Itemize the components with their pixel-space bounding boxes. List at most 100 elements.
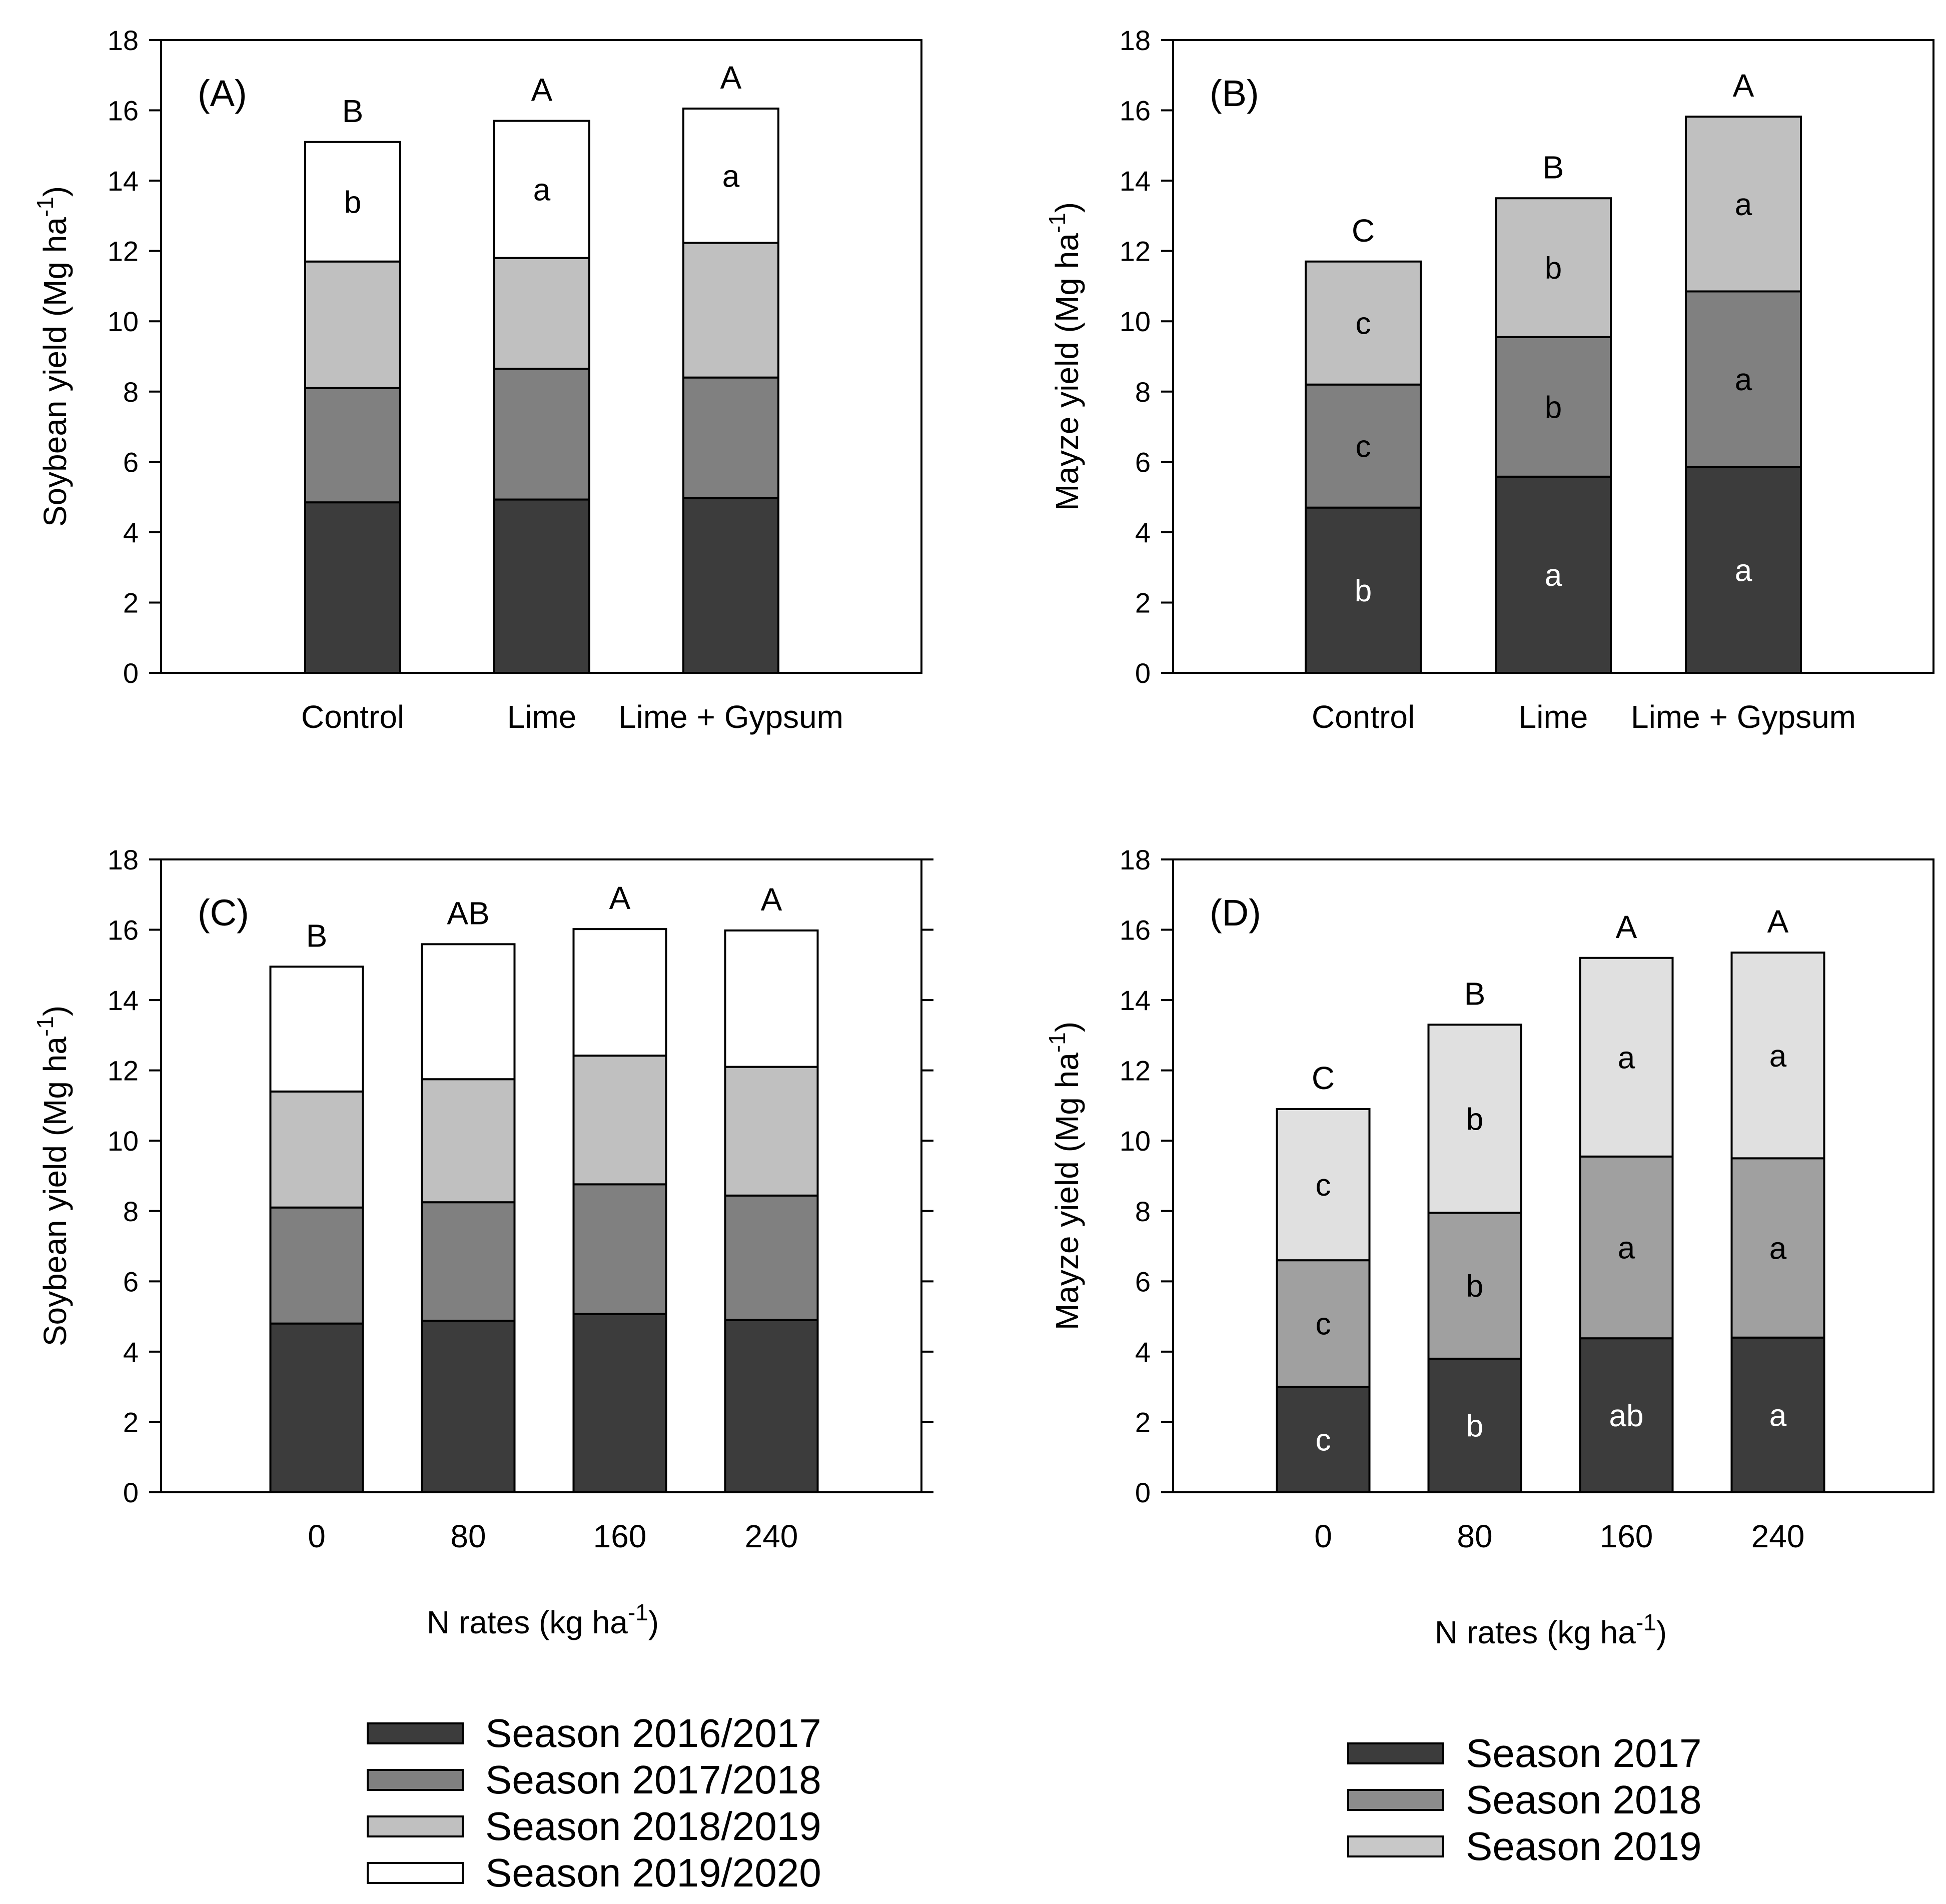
- y-tick-label: 6: [123, 1266, 139, 1297]
- chart-panels: 0 2 4 6 8 10 12 14 16 18 Soybean yield (Mg ha-1) (A…: [32, 25, 1934, 1650]
- bar-segment-0-s3: [269, 1090, 364, 1209]
- bar-segment-240-s1: [1730, 1336, 1825, 1494]
- segment-significance-label: a: [1735, 188, 1752, 222]
- panel-label: (A): [198, 73, 247, 114]
- segment-significance-label: c: [1356, 307, 1371, 341]
- y-axis-title: Mayze yield (Mg ha-1): [1044, 1022, 1085, 1330]
- y-tick-label: 0: [123, 1477, 139, 1508]
- legend-label-soybean-4: Season 2019/2020: [485, 1850, 821, 1895]
- total-significance-label: A: [531, 72, 553, 108]
- segment-significance-label: c: [1316, 1307, 1331, 1342]
- y-tick-label: 6: [1135, 1266, 1151, 1297]
- bar-segment-control-s3: [1305, 260, 1422, 386]
- y-tick-label: 18: [1120, 25, 1151, 56]
- bar-segment-control-s2: [304, 387, 401, 504]
- bar-segment-160-s2: [1579, 1155, 1674, 1340]
- total-significance-label: B: [1464, 976, 1486, 1012]
- legend-swatch-soybean-3: [367, 1815, 464, 1837]
- bar-segment-control-s3: [304, 260, 401, 389]
- x-category-label: 80: [1457, 1518, 1492, 1554]
- y-tick-label: 18: [108, 25, 139, 56]
- legend-label-maize-3: Season 2019: [1466, 1824, 1702, 1868]
- bar-segment-lime-gypsum-s1: [682, 497, 779, 674]
- total-significance-label: C: [1352, 213, 1375, 249]
- bar-segment-240-s4: [724, 929, 819, 1068]
- y-tick-label: 8: [1135, 376, 1151, 408]
- y-tick-label: 4: [1135, 517, 1151, 548]
- y-tick-label: 14: [108, 165, 139, 197]
- plot-frame: [1172, 858, 1934, 1493]
- panel-label: (B): [1210, 73, 1259, 114]
- bar-segment-160-s4: [572, 928, 667, 1057]
- bar-segment-80-s2: [1427, 1212, 1522, 1360]
- segment-significance-label: a: [1618, 1041, 1635, 1075]
- y-tick-label: 14: [1120, 165, 1151, 197]
- bar-segment-160-s3: [1579, 957, 1674, 1158]
- segment-significance-label: c: [1316, 1168, 1331, 1203]
- bar-segment-lime-gypsum-s3: [1685, 116, 1802, 293]
- y-tick-label: 8: [123, 376, 139, 408]
- y-tick-label: 2: [1135, 1406, 1151, 1438]
- bar-segment-240-s3: [724, 1066, 819, 1197]
- segment-significance-label: a: [1769, 1398, 1787, 1433]
- bar-segment-160-s3: [572, 1055, 667, 1186]
- y-tick-label: 10: [108, 1125, 139, 1157]
- total-significance-label: A: [609, 880, 631, 916]
- legend-label-maize-1: Season 2017: [1466, 1731, 1702, 1775]
- x-category-label: Control: [1312, 699, 1415, 735]
- legend-swatch-maize-1: [1347, 1742, 1444, 1764]
- total-significance-label: A: [761, 881, 782, 917]
- x-axis-title: N rates (kg ha-1): [1435, 1609, 1667, 1650]
- segment-significance-label: a: [1735, 553, 1752, 588]
- bar-segment-control-s1: [304, 501, 401, 674]
- segment-significance-label: c: [1316, 1423, 1331, 1458]
- segment-significance-label: b: [1466, 1102, 1483, 1137]
- bar-segment-160-s2: [572, 1183, 667, 1315]
- segment-significance-label: a: [1545, 558, 1562, 593]
- bar-segment-160-s1: [572, 1313, 667, 1493]
- y-tick-label: 6: [123, 446, 139, 478]
- bar-segment-lime-s3: [493, 257, 590, 370]
- chart-panel-a: 0 2 4 6 8 10 12 14 16 18 Soybean yield (Mg ha-1) (A…: [32, 25, 922, 735]
- chart-panel-b: 0 2 4 6 8 10 12 14 16 18 Mayze yield (Mg ha-1) (B) b…: [1044, 25, 1934, 735]
- x-category-label: Lime + Gypsum: [618, 699, 843, 735]
- bar-segment-0-s1: [1276, 1386, 1371, 1494]
- legend-label-soybean-1: Season 2016/2017: [485, 1711, 821, 1755]
- bar-segment-0-s1: [269, 1322, 364, 1494]
- y-tick-label: 4: [1135, 1336, 1151, 1368]
- y-tick-label: 18: [108, 844, 139, 875]
- x-category-label: 0: [308, 1518, 326, 1554]
- y-tick-label: 12: [1120, 236, 1151, 267]
- y-tick-label: 4: [123, 517, 139, 548]
- segment-significance-label: b: [1466, 1269, 1483, 1304]
- y-axis-title: Mayze yield (Mg ha-1): [1044, 202, 1085, 511]
- legend-maize: Season 2017 Season 2018 Season 2019: [1347, 1731, 1702, 1868]
- bar-segment-80-s4: [421, 943, 516, 1081]
- bar-segment-lime-s4: [493, 120, 590, 259]
- segment-significance-label: ab: [1609, 1399, 1644, 1433]
- y-tick-label: 8: [123, 1196, 139, 1227]
- legend-swatch-soybean-2: [367, 1769, 464, 1791]
- x-axis-title: N rates (kg ha-1): [427, 1599, 659, 1640]
- segment-significance-label: b: [344, 185, 361, 220]
- bar-segment-0-s2: [1276, 1259, 1371, 1388]
- bar-segment-lime-gypsum-s3: [682, 242, 779, 379]
- bar-segment-lime-s1: [493, 498, 590, 674]
- total-significance-label: B: [1543, 149, 1564, 185]
- x-category-label: Lime: [507, 699, 577, 735]
- segment-significance-label: a: [722, 159, 740, 194]
- y-tick-label: 10: [1120, 1125, 1151, 1157]
- segment-significance-label: a: [533, 173, 551, 208]
- total-significance-label: A: [1616, 909, 1637, 945]
- bar-segment-lime-s2: [493, 368, 590, 501]
- legend-label-maize-2: Season 2018: [1466, 1777, 1702, 1822]
- y-axis-title: Soybean yield (Mg ha-1): [32, 186, 73, 527]
- panel-label: (D): [1210, 892, 1261, 933]
- segment-significance-label: b: [1466, 1409, 1483, 1443]
- y-tick-label: 14: [1120, 985, 1151, 1016]
- x-category-label: 0: [1314, 1518, 1332, 1554]
- legend-soybean: Season 2016/2017 Season 2017/2018 Season…: [367, 1711, 821, 1895]
- y-tick-label: 16: [108, 95, 139, 127]
- y-tick-label: 10: [108, 306, 139, 337]
- segment-significance-label: a: [1618, 1231, 1635, 1266]
